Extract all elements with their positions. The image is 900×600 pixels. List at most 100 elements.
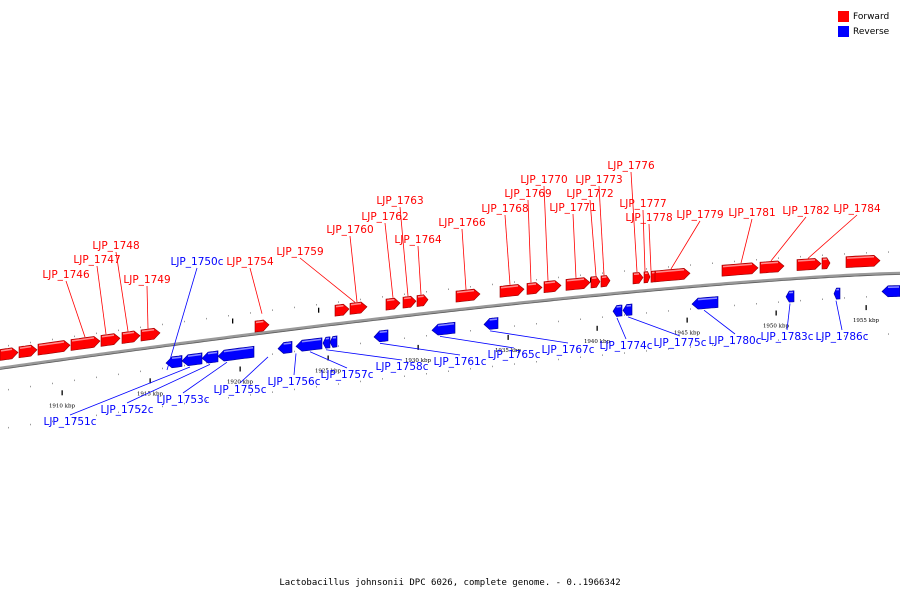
gene-label-ljp-1780c[interactable]: LJP_1780c [703,309,762,347]
gene-f13[interactable] [455,288,481,303]
guide-dot [866,334,867,336]
gene-r12[interactable] [622,303,633,316]
gene-f21[interactable] [643,271,651,284]
guide-dot [426,291,427,293]
gene-f3[interactable] [70,336,101,351]
gene-label-ljp-1772[interactable]: LJP_1772 [566,188,614,276]
gene-label-ljp-1786c[interactable]: LJP_1786c [815,300,869,343]
guide-dot [250,312,251,314]
gene-label-ljp-1746[interactable]: LJP_1746 [42,269,90,338]
gene-label-ljp-1779[interactable]: LJP_1779 [670,209,724,270]
gene-label-ljp-1757c[interactable]: LJP_1757c [309,351,374,381]
gene-label-ljp-1774c[interactable]: LJP_1774c [599,317,653,352]
gene-f17[interactable] [565,277,591,291]
gene-f11[interactable] [402,295,417,309]
gene-r7[interactable] [329,335,338,348]
gene-r15[interactable] [833,287,841,300]
gene-label-ljp-1767c[interactable]: LJP_1767c [489,330,595,356]
gene-label-ljp-1756c[interactable]: LJP_1756c [267,353,321,388]
gene-label-ljp-1765c[interactable]: LJP_1765c [439,335,541,361]
gene-label-ljp-1784[interactable]: LJP_1784 [807,203,881,259]
gene-label-ljp-1755c[interactable]: LJP_1755c [213,356,269,396]
leader-line [166,267,198,371]
gene-label-ljp-1771[interactable]: LJP_1771 [549,202,597,278]
gene-label-ljp-1764[interactable]: LJP_1764 [394,234,442,295]
gene-r6[interactable] [322,336,331,349]
gene-f1[interactable] [18,344,38,359]
gene-f26[interactable] [796,258,822,271]
gene-r0[interactable] [165,355,183,369]
gene-arrow [416,294,429,307]
gene-f19[interactable] [600,275,611,288]
gene-highlight [500,285,519,289]
gene-label-ljp-1773[interactable]: LJP_1773 [575,174,623,276]
gene-label-ljp-1781[interactable]: LJP_1781 [728,207,776,264]
gene-label-ljp-1759[interactable]: LJP_1759 [276,246,356,303]
gene-label-ljp-1752c[interactable]: LJP_1752c [100,364,211,416]
gene-arrow [217,345,255,362]
gene-label-ljp-1760[interactable]: LJP_1760 [326,224,374,303]
gene-label-ljp-1758c[interactable]: LJP_1758c [325,349,429,373]
gene-f8[interactable] [334,303,350,317]
gene-label-ljp-1761c[interactable]: LJP_1761c [379,342,487,368]
gene-f15[interactable] [526,282,543,295]
gene-f5[interactable] [121,330,141,344]
gene-f18[interactable] [590,276,601,289]
gene-r16[interactable] [881,285,900,298]
gene-label-ljp-1747[interactable]: LJP_1747 [73,254,121,335]
gene-label-ljp-1754[interactable]: LJP_1754 [226,256,274,314]
gene-f9[interactable] [349,301,368,315]
gene-r10[interactable] [483,317,499,330]
guide-dot [536,323,537,325]
gene-label-ljp-1770[interactable]: LJP_1770 [520,174,568,281]
gene-label-ljp-1750c[interactable]: LJP_1750c [166,256,224,371]
gene-r8[interactable] [373,329,389,343]
leader-line [417,245,422,295]
gene-label-ljp-1778[interactable]: LJP_1778 [625,212,673,271]
gene-f20[interactable] [632,272,644,285]
gene-f25[interactable] [759,260,785,274]
gene-label-ljp-1751c[interactable]: LJP_1751c [43,366,191,428]
gene-r11[interactable] [612,304,623,317]
gene-label-ljp-1748[interactable]: LJP_1748 [92,240,140,332]
gene-label-ljp-1768[interactable]: LJP_1768 [481,203,529,285]
gene-highlight [489,318,498,321]
gene-f23[interactable] [654,267,691,283]
gene-label-ljp-1782[interactable]: LJP_1782 [770,205,830,262]
gene-label-ljp-1749[interactable]: LJP_1749 [123,274,171,329]
gene-label-ljp-1769[interactable]: LJP_1769 [504,188,552,283]
gene-f10[interactable] [385,297,401,311]
gene-r2[interactable] [201,350,219,364]
gene-f28[interactable] [845,254,881,268]
gene-f24[interactable] [721,262,759,277]
gene-label-ljp-1777[interactable]: LJP_1777 [619,198,667,272]
gene-f4[interactable] [100,333,121,347]
gene-r1[interactable] [181,352,203,367]
guide-dot [492,365,493,368]
gene-r9[interactable] [431,321,456,336]
gene-r4[interactable] [277,341,293,354]
gene-r3[interactable] [217,345,255,362]
gene-layer [0,254,900,369]
gene-f14[interactable] [499,284,525,298]
gene-r14[interactable] [785,290,795,303]
gene-label-ljp-1753c[interactable]: LJP_1753c [156,361,228,406]
leader-line [399,206,409,297]
leader-line [461,228,467,290]
guide-dot [184,402,185,405]
gene-f16[interactable] [543,280,562,294]
gene-label-ljp-1783c[interactable]: LJP_1783c [760,303,814,343]
gene-f12[interactable] [416,294,429,307]
gene-label-ljp-1762[interactable]: LJP_1762 [361,211,409,298]
gene-label-ljp-1766[interactable]: LJP_1766 [438,217,486,290]
gene-label-ljp-1775c[interactable]: LJP_1775c [627,316,707,349]
gene-r5[interactable] [295,337,323,352]
gene-f0[interactable] [0,347,19,361]
gene-f2[interactable] [37,340,71,356]
gene-r13[interactable] [691,296,719,310]
gene-label-ljp-1763[interactable]: LJP_1763 [376,195,424,297]
gene-f27[interactable] [821,257,831,270]
gene-f7[interactable] [254,319,270,333]
gene-label-ljp-1776[interactable]: LJP_1776 [607,160,655,273]
gene-f6[interactable] [140,327,161,342]
